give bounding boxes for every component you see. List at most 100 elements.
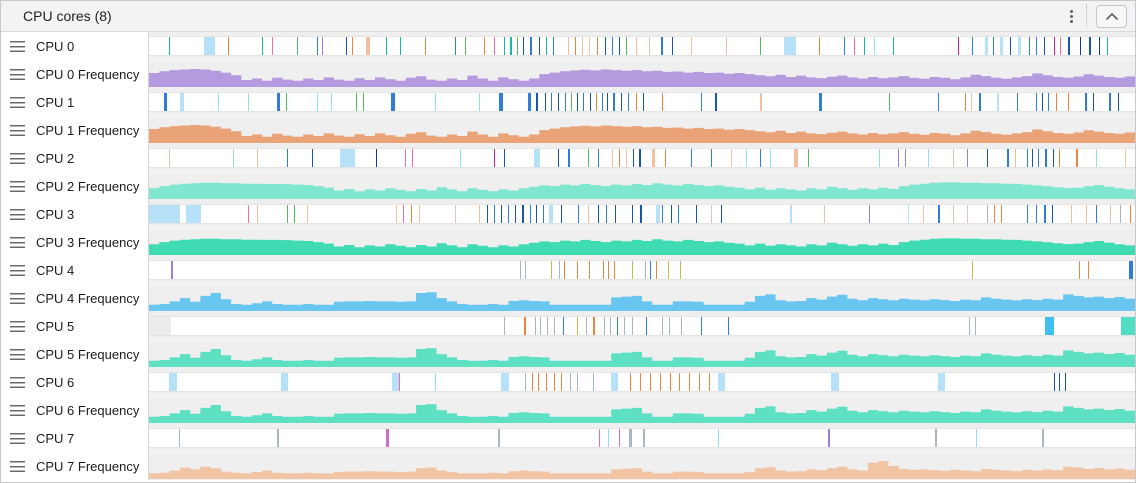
sched-slice[interactable] bbox=[630, 373, 632, 391]
sched-slice[interactable] bbox=[589, 93, 591, 111]
sched-slice[interactable] bbox=[608, 261, 610, 279]
sched-slice[interactable] bbox=[576, 261, 578, 279]
frequency-track[interactable] bbox=[149, 396, 1135, 424]
sched-slice[interactable] bbox=[967, 205, 969, 223]
sched-slice[interactable] bbox=[168, 149, 170, 167]
sched-slice[interactable] bbox=[1042, 429, 1045, 447]
sched-slice[interactable] bbox=[1006, 149, 1009, 167]
sched-slice[interactable] bbox=[655, 261, 657, 279]
sched-slice[interactable] bbox=[227, 37, 229, 55]
sched-slice[interactable] bbox=[149, 205, 180, 223]
sched-slice[interactable] bbox=[965, 93, 967, 111]
sched-slice[interactable] bbox=[1054, 373, 1056, 391]
sched-slice[interactable] bbox=[1079, 37, 1081, 55]
track-label-panel[interactable]: CPU 5 Frequency bbox=[1, 340, 149, 368]
sched-slice[interactable] bbox=[551, 261, 553, 279]
sched-slice[interactable] bbox=[257, 149, 259, 167]
sched-slice[interactable] bbox=[564, 261, 566, 279]
sched-slice[interactable] bbox=[286, 93, 288, 111]
sched-slice[interactable] bbox=[828, 429, 831, 447]
sched-slice[interactable] bbox=[362, 93, 364, 111]
sched-slice[interactable] bbox=[1045, 317, 1055, 335]
sched-slice[interactable] bbox=[1026, 205, 1028, 223]
sched-slice[interactable] bbox=[969, 317, 971, 335]
drag-handle-icon[interactable] bbox=[10, 124, 25, 136]
sched-slice[interactable] bbox=[592, 373, 594, 391]
sched-slice[interactable] bbox=[1070, 205, 1072, 223]
sched-slice[interactable] bbox=[574, 37, 576, 55]
sched-slice[interactable] bbox=[411, 205, 413, 223]
sched-slice[interactable] bbox=[701, 93, 703, 111]
sched-slice[interactable] bbox=[576, 93, 578, 111]
track-label-panel[interactable]: CPU 3 bbox=[1, 200, 149, 228]
sched-slice[interactable] bbox=[649, 261, 651, 279]
sched-slice[interactable] bbox=[617, 317, 619, 335]
sched-slice[interactable] bbox=[527, 93, 531, 111]
sched-slice[interactable] bbox=[999, 37, 1003, 55]
sched-slice[interactable] bbox=[487, 205, 489, 223]
sched-slice[interactable] bbox=[863, 37, 865, 55]
sched-slice[interactable] bbox=[352, 37, 354, 55]
sched-slice[interactable] bbox=[760, 93, 763, 111]
sched-slice[interactable] bbox=[425, 37, 427, 55]
sched-slice[interactable] bbox=[454, 205, 456, 223]
sched-slice[interactable] bbox=[395, 205, 397, 223]
sched-slice[interactable] bbox=[400, 37, 402, 55]
sched-slice[interactable] bbox=[296, 37, 298, 55]
frequency-track[interactable] bbox=[149, 228, 1135, 256]
track-label-panel[interactable]: CPU 7 bbox=[1, 424, 149, 452]
sched-slice[interactable] bbox=[636, 93, 638, 111]
sched-slice[interactable] bbox=[1064, 373, 1066, 391]
sched-slice[interactable] bbox=[543, 205, 545, 223]
sched-slice[interactable] bbox=[730, 149, 732, 167]
sched-slice[interactable] bbox=[873, 37, 875, 55]
sched-slice[interactable] bbox=[385, 37, 387, 55]
sched-slice[interactable] bbox=[669, 373, 671, 391]
sched-slice[interactable] bbox=[696, 205, 698, 223]
sched-slice[interactable] bbox=[390, 93, 395, 111]
sched-slice[interactable] bbox=[709, 373, 711, 391]
sched-slice[interactable] bbox=[454, 37, 456, 55]
sched-slice[interactable] bbox=[661, 93, 663, 111]
sched-track[interactable] bbox=[149, 368, 1135, 396]
sched-slice[interactable] bbox=[898, 149, 900, 167]
sched-slice[interactable] bbox=[972, 261, 974, 279]
sched-slice[interactable] bbox=[434, 373, 436, 391]
sched-slice[interactable] bbox=[1026, 149, 1028, 167]
sched-slice[interactable] bbox=[987, 149, 989, 167]
sched-slice[interactable] bbox=[1009, 37, 1011, 55]
sched-slice[interactable] bbox=[501, 373, 509, 391]
drag-handle-icon[interactable] bbox=[10, 236, 25, 248]
sched-slice[interactable] bbox=[168, 37, 170, 55]
kebab-menu-icon[interactable] bbox=[1065, 9, 1079, 24]
sched-slice[interactable] bbox=[1038, 149, 1040, 167]
sched-slice[interactable] bbox=[563, 317, 565, 335]
drag-handle-icon[interactable] bbox=[10, 376, 25, 388]
drag-handle-icon[interactable] bbox=[10, 68, 25, 80]
sched-slice[interactable] bbox=[1044, 37, 1046, 55]
sched-slice[interactable] bbox=[168, 373, 177, 391]
sched-slice[interactable] bbox=[632, 261, 634, 279]
track-label-panel[interactable]: CPU 1 bbox=[1, 88, 149, 116]
sched-slice[interactable] bbox=[403, 205, 405, 223]
sched-slice[interactable] bbox=[521, 205, 524, 223]
sched-slice[interactable] bbox=[553, 37, 555, 55]
sched-slice[interactable] bbox=[281, 373, 289, 391]
sched-slice[interactable] bbox=[670, 205, 672, 223]
sched-slice[interactable] bbox=[539, 37, 541, 55]
sched-slice[interactable] bbox=[979, 93, 982, 111]
sched-slice[interactable] bbox=[1098, 37, 1100, 55]
sched-slice[interactable] bbox=[554, 317, 556, 335]
sched-slice[interactable] bbox=[727, 317, 729, 335]
sched-slice[interactable] bbox=[957, 37, 959, 55]
sched-slice[interactable] bbox=[501, 205, 502, 223]
sched-slice[interactable] bbox=[1060, 37, 1062, 55]
sched-slice[interactable] bbox=[551, 93, 553, 111]
sched-slice[interactable] bbox=[699, 373, 701, 391]
sched-slice[interactable] bbox=[976, 429, 978, 447]
sched-slice[interactable] bbox=[667, 261, 669, 279]
drag-handle-icon[interactable] bbox=[10, 292, 25, 304]
sched-slice[interactable] bbox=[621, 93, 623, 111]
sched-slice[interactable] bbox=[640, 205, 643, 223]
track-label-panel[interactable]: CPU 2 bbox=[1, 144, 149, 172]
